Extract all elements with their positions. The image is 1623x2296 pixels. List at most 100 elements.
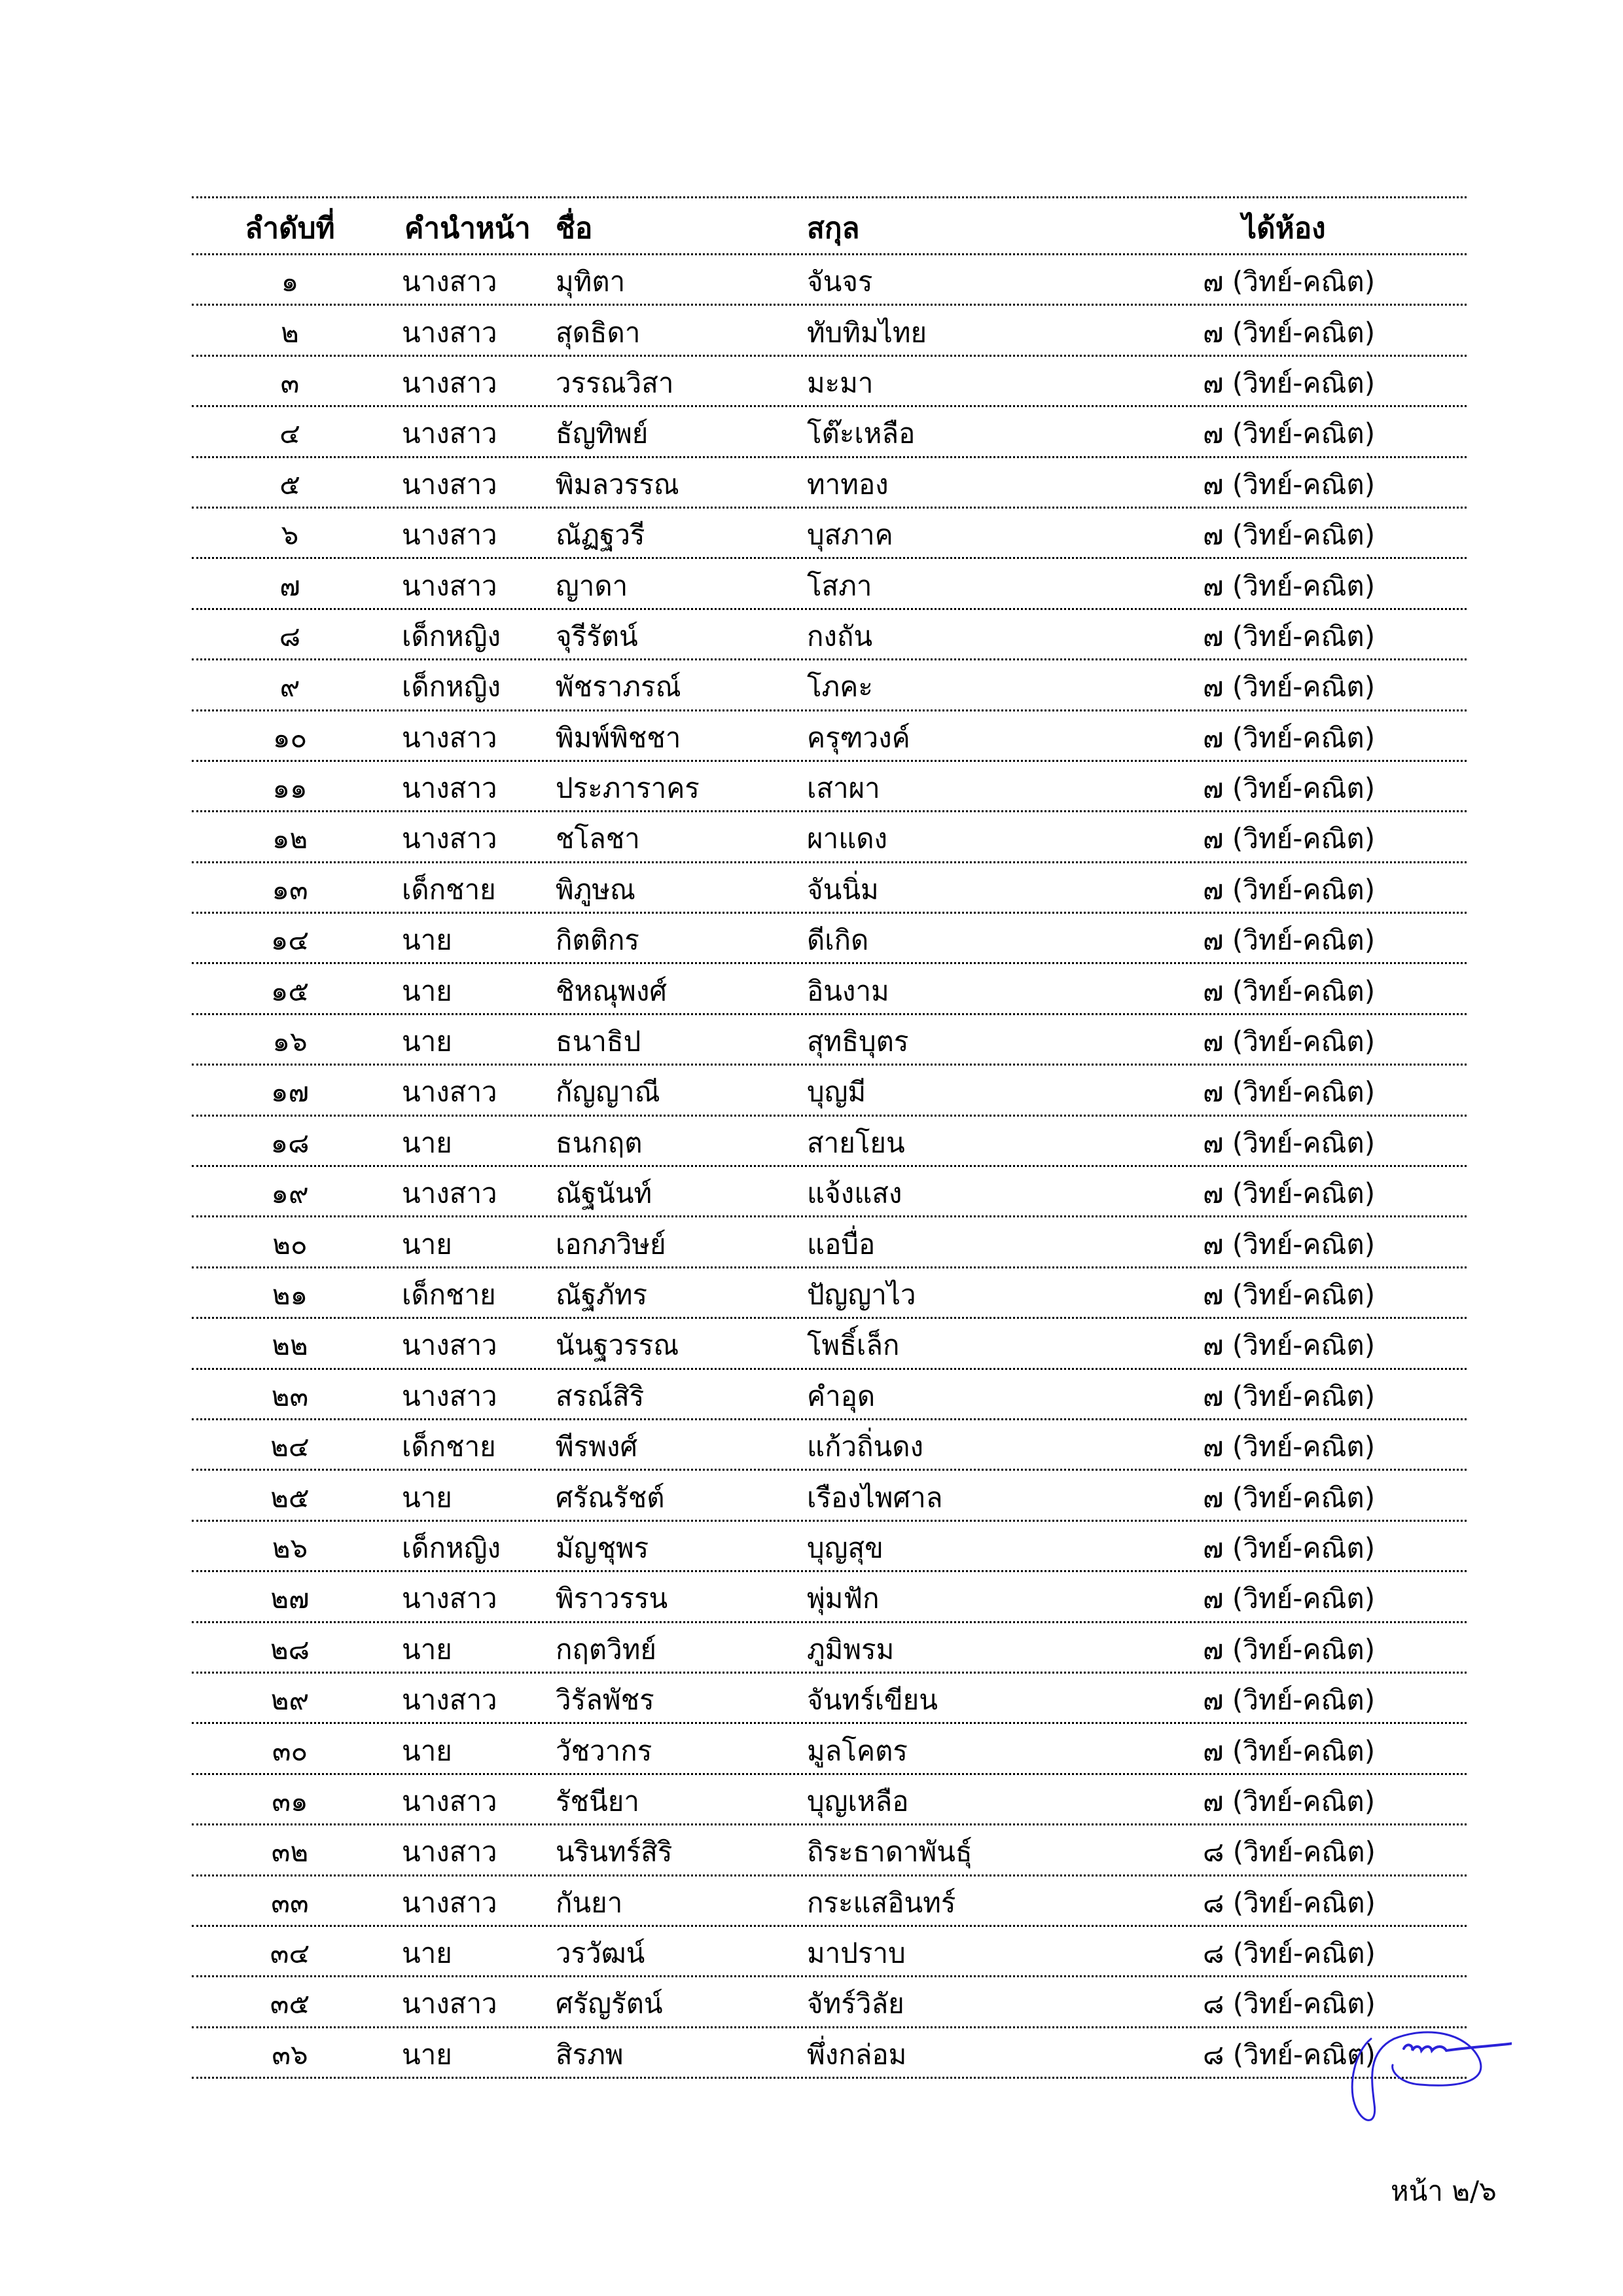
assigned-room: ๗ (วิทย์-คณิต) bbox=[1203, 1025, 1376, 1058]
table-row: ๒๕ นาย ศรัณรัชต์ เรืองไพศาล ๗ (วิทย์-คณิต) bbox=[192, 1471, 1467, 1522]
first-name: ณัฏฐวรี bbox=[556, 518, 645, 551]
table-row: ๒๔ เด็กชาย พีรพงศ์ แก้วถิ่นดง ๗ (วิทย์-คณิต) bbox=[192, 1420, 1467, 1471]
first-name: กฤตวิทย์ bbox=[556, 1633, 657, 1666]
name-prefix: นาย bbox=[402, 1734, 452, 1767]
row-number: ๑๕ bbox=[270, 974, 310, 1007]
first-name: จุรีรัตน์ bbox=[556, 620, 638, 653]
name-prefix: เด็กหญิง bbox=[402, 670, 501, 703]
last-name: ทาทอง bbox=[807, 468, 889, 501]
last-name: กระแสอินทร์ bbox=[807, 1886, 956, 1918]
first-name: ณัฐภัทร bbox=[556, 1278, 648, 1311]
table-row: ๓๕ นางสาว ศรัญรัตน์ จัทร์วิลัย ๘ (วิทย์-คณิต… bbox=[192, 1977, 1467, 2028]
table-row: ๓๑ นางสาว รัชนียา บุญเหลือ ๗ (วิทย์-คณิต) bbox=[192, 1775, 1467, 1826]
name-prefix: นางสาว bbox=[402, 1835, 497, 1868]
row-number: ๒ bbox=[281, 315, 299, 348]
last-name: มาปราบ bbox=[807, 1937, 906, 1969]
first-name: วิรัลพัชร bbox=[556, 1683, 654, 1716]
first-name: วัชวากร bbox=[556, 1734, 652, 1767]
table-row: ๑๗ นางสาว กัญญาณี บุญมี ๗ (วิทย์-คณิต) bbox=[192, 1066, 1467, 1117]
name-prefix: นาย bbox=[402, 1025, 452, 1058]
row-number: ๓๑ bbox=[272, 1785, 308, 1818]
assigned-room: ๗ (วิทย์-คณิต) bbox=[1203, 1785, 1376, 1818]
assigned-room: ๗ (วิทย์-คณิต) bbox=[1203, 518, 1376, 551]
name-prefix: นาย bbox=[402, 1126, 452, 1159]
first-name: พิราวรรน bbox=[556, 1582, 668, 1615]
table-row: ๒๘ นาย กฤตวิทย์ ภูมิพรม ๗ (วิทย์-คณิต) bbox=[192, 1623, 1467, 1674]
name-prefix: นางสาว bbox=[402, 772, 497, 804]
row-number: ๑๔ bbox=[270, 924, 310, 956]
assigned-room: ๗ (วิทย์-คณิต) bbox=[1203, 772, 1376, 804]
table-row: ๑๑ นางสาว ประภาราคร เสาผา ๗ (วิทย์-คณิต) bbox=[192, 762, 1467, 813]
table-row: ๔ นางสาว ธัญทิพย์ โต๊ะเหลือ ๗ (วิทย์-คณิต) bbox=[192, 407, 1467, 458]
last-name: ทับทิมไทย bbox=[807, 315, 927, 348]
row-number: ๑ bbox=[281, 265, 299, 298]
assigned-room: ๗ (วิทย์-คณิต) bbox=[1203, 620, 1376, 653]
name-prefix: เด็กชาย bbox=[402, 873, 496, 906]
student-room-table: ลำดับที่ คำนำหน้า ชื่อ สกุล ได้ห้อง ๑นาง… bbox=[192, 196, 1467, 2079]
header-first-name: ชื่อ bbox=[556, 211, 593, 245]
row-number: ๘ bbox=[279, 620, 301, 653]
name-prefix: นาย bbox=[402, 1480, 452, 1513]
header-room: ได้ห้อง bbox=[1242, 211, 1326, 245]
last-name: พุ่มฟัก bbox=[807, 1582, 880, 1615]
assigned-room: ๗ (วิทย์-คณิต) bbox=[1203, 1480, 1376, 1513]
name-prefix: นางสาว bbox=[402, 1075, 497, 1108]
name-prefix: นางสาว bbox=[402, 367, 497, 399]
page-number: หน้า ๒/๖ bbox=[1391, 2175, 1497, 2207]
assigned-room: ๗ (วิทย์-คณิต) bbox=[1203, 1329, 1376, 1361]
row-number: ๒๘ bbox=[270, 1633, 310, 1666]
assigned-room: ๗ (วิทย์-คณิต) bbox=[1203, 873, 1376, 906]
row-number: ๗ bbox=[279, 569, 300, 601]
last-name: ผาแดง bbox=[807, 822, 888, 855]
first-name: ศรัญรัตน์ bbox=[556, 1987, 663, 2020]
last-name: โต๊ะเหลือ bbox=[807, 417, 916, 450]
first-name: กัญญาณี bbox=[556, 1075, 660, 1108]
row-number: ๑๘ bbox=[270, 1126, 310, 1159]
assigned-room: ๗ (วิทย์-คณิต) bbox=[1203, 721, 1376, 754]
table-row: ๘ เด็กหญิง จุรีรัตน์ กงถัน ๗ (วิทย์-คณิต) bbox=[192, 610, 1467, 661]
table-row: ๓๓ นางสาว กันยา กระแสอินทร์ ๘ (วิทย์-คณิต) bbox=[192, 1876, 1467, 1927]
assigned-room: ๗ (วิทย์-คณิต) bbox=[1203, 468, 1376, 501]
first-name: ณัฐนันท์ bbox=[556, 1177, 652, 1210]
last-name: แก้วถิ่นดง bbox=[807, 1430, 924, 1463]
first-name: วรรณวิสา bbox=[556, 367, 674, 399]
first-name: สิรภพ bbox=[556, 2038, 624, 2071]
first-name: นันฐวรรณ bbox=[556, 1329, 679, 1361]
name-prefix: เด็กหญิง bbox=[402, 1532, 501, 1564]
name-prefix: นางสาว bbox=[402, 721, 497, 754]
first-name: มุทิตา bbox=[556, 265, 626, 298]
table-row: ๓ นางสาว วรรณวิสา มะมา ๗ (วิทย์-คณิต) bbox=[192, 357, 1467, 408]
table-row: ๑๓ เด็กชาย พิภูษณ จันนิ่ม ๗ (วิทย์-คณิต) bbox=[192, 863, 1467, 914]
first-name: ชโลชา bbox=[556, 822, 640, 855]
last-name: แอบื่อ bbox=[807, 1227, 876, 1260]
table-header-row: ลำดับที่ คำนำหน้า ชื่อ สกุล ได้ห้อง bbox=[192, 196, 1467, 255]
row-number: ๒๖ bbox=[272, 1532, 308, 1564]
table-row: ๒๓ นางสาว สรณ์สิริ คำอุด ๗ (วิทย์-คณิต) bbox=[192, 1370, 1467, 1420]
row-number: ๓๕ bbox=[270, 1987, 310, 2020]
table-row: ๓๖ นาย สิรภพ พึ่งกล่อม ๘ (วิทย์-คณิต) bbox=[192, 2028, 1467, 2079]
assigned-room: ๘ (วิทย์-คณิต) bbox=[1203, 1886, 1376, 1918]
row-number: ๒๑ bbox=[272, 1278, 308, 1311]
first-name: พัชราภรณ์ bbox=[556, 670, 681, 703]
name-prefix: นางสาว bbox=[402, 1329, 497, 1361]
row-number: ๓๖ bbox=[272, 2038, 308, 2071]
first-name: ธนาธิป bbox=[556, 1025, 641, 1058]
name-prefix: นางสาว bbox=[402, 569, 497, 601]
first-name: พิมพ์พิชชา bbox=[556, 721, 681, 754]
name-prefix: เด็กหญิง bbox=[402, 620, 501, 653]
assigned-room: ๗ (วิทย์-คณิต) bbox=[1203, 1683, 1376, 1716]
table-row: ๒๐ นาย เอกภวิษย์ แอบื่อ ๗ (วิทย์-คณิต) bbox=[192, 1217, 1467, 1268]
table-row: ๓๐ นาย วัชวากร มูลโคตร ๗ (วิทย์-คณิต) bbox=[192, 1724, 1467, 1775]
table-row: ๒ นางสาว สุดธิดา ทับทิมไทย ๗ (วิทย์-คณิต) bbox=[192, 306, 1467, 357]
name-prefix: นางสาว bbox=[402, 1785, 497, 1818]
row-number: ๒๕ bbox=[270, 1480, 310, 1513]
last-name: จันนิ่ม bbox=[807, 873, 879, 906]
last-name: ปัญญาไว bbox=[807, 1278, 916, 1311]
name-prefix: นางสาว bbox=[402, 1582, 497, 1615]
last-name: ภูมิพรม bbox=[807, 1633, 895, 1666]
table-row: ๑๕ นาย ชิหณุพงศ์ อินงาม ๗ (วิทย์-คณิต) bbox=[192, 964, 1467, 1015]
assigned-room: ๗ (วิทย์-คณิต) bbox=[1203, 1532, 1376, 1564]
last-name: ดีเกิด bbox=[807, 924, 869, 956]
row-number: ๑๓ bbox=[272, 873, 308, 906]
table-row: ๒๙ นางสาว วิรัลพัชร จันทร์เขียน ๗ (วิทย์-คณิ… bbox=[192, 1674, 1467, 1725]
